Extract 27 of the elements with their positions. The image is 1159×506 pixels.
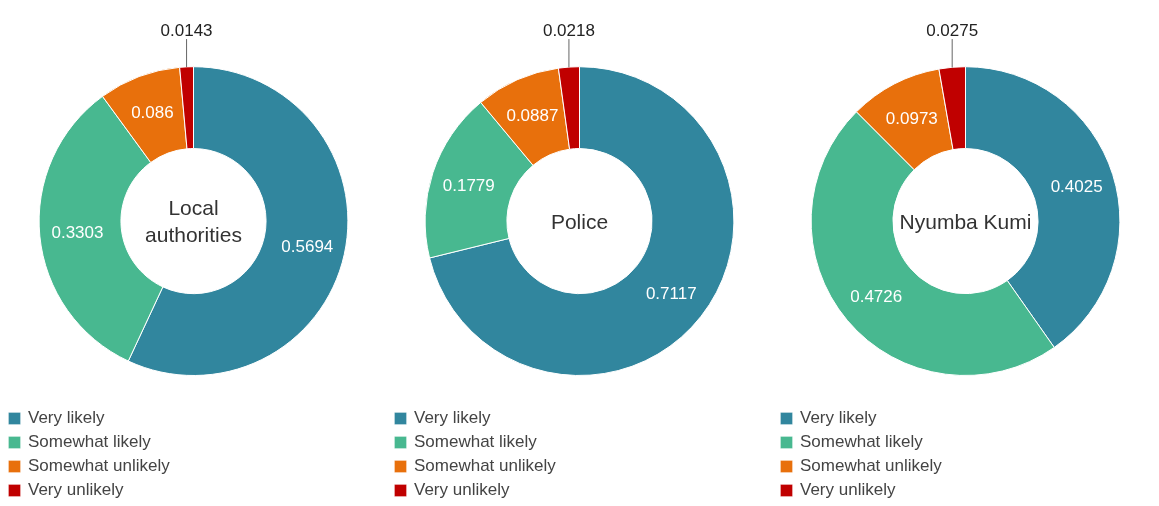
data-label: 0.0887: [506, 105, 559, 125]
legend-label: Somewhat likely: [28, 432, 151, 452]
legend-label: Very likely: [800, 408, 877, 428]
text: Police: [550, 209, 609, 233]
legend-label: Somewhat likely: [800, 432, 923, 452]
data-label: 0.0143: [160, 20, 213, 40]
legend-label: Somewhat unlikely: [414, 456, 556, 476]
data-label: 0.4025: [1050, 177, 1103, 196]
legend-label: Very unlikely: [414, 480, 510, 500]
data-label: 0.0275: [926, 20, 979, 40]
data-label: 0.1779: [442, 175, 495, 195]
data-label: 0.086: [131, 103, 174, 123]
text: Nyumba Kumi: [899, 209, 1032, 233]
legend-label: Very likely: [28, 408, 105, 428]
data-label: 0.7117: [645, 283, 697, 303]
data-label: 0.3303: [51, 223, 104, 243]
legend-label: Somewhat unlikely: [800, 456, 942, 476]
text: Local authorities: [145, 196, 242, 246]
legend-label: Somewhat unlikely: [28, 456, 170, 476]
legend-label: Very likely: [414, 408, 491, 428]
legend-label: Very unlikely: [800, 480, 896, 500]
data-label: 0.0218: [542, 20, 595, 40]
legend-label: Very unlikely: [28, 480, 124, 500]
data-label: 0.0973: [885, 108, 938, 128]
data-label: 0.4726: [850, 286, 903, 306]
legend-label: Somewhat likely: [414, 432, 537, 452]
data-label: 0.5694: [281, 237, 334, 257]
